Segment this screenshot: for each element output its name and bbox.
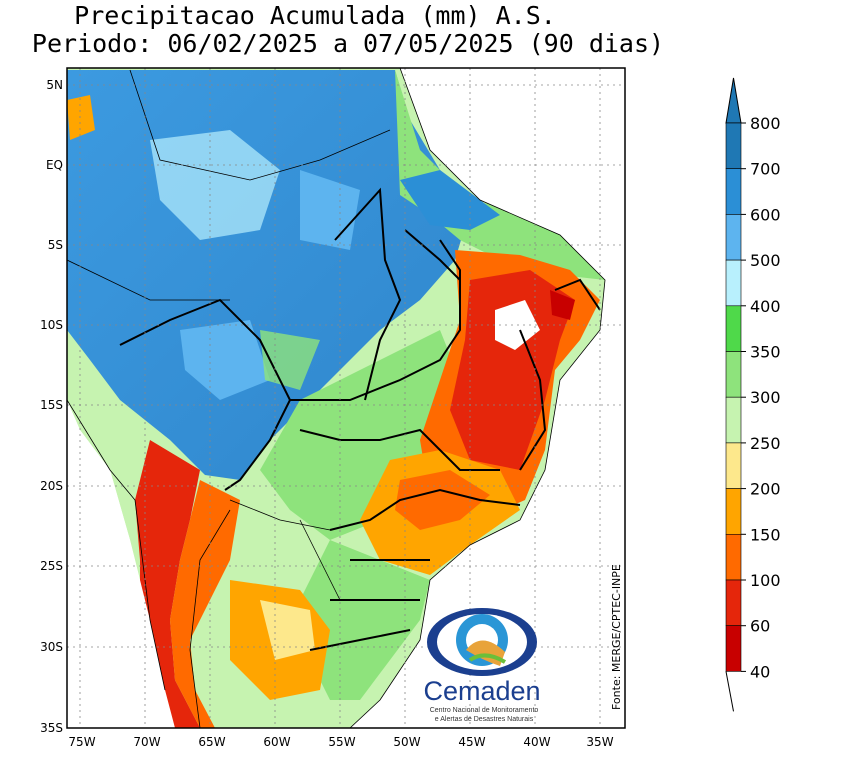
country-borders	[67, 68, 606, 728]
cemaden-logo: Cemaden Centro Nacional de Monitoramento…	[423, 608, 541, 723]
lon-label: 55W	[328, 735, 355, 749]
colorbar-swatch	[725, 533, 742, 581]
colorbar-label: 400	[750, 297, 781, 316]
lon-label: 50W	[393, 735, 420, 749]
logo-subtitle-2: e Alertas de Desastres Naturais	[435, 716, 534, 723]
colorbar-swatch	[725, 625, 742, 672]
colorbar-label: 600	[750, 205, 781, 224]
colorbar-swatch	[725, 305, 742, 352]
map-grid	[67, 68, 625, 728]
colorbar-swatch	[725, 168, 742, 215]
map-frame	[66, 67, 626, 729]
lat-label: 35S	[40, 721, 63, 735]
map-title: Precipitacao Acumulada (mm) A.S.	[74, 1, 556, 30]
colorbar-bottom-arrow	[725, 671, 734, 712]
lon-label: 70W	[133, 735, 160, 749]
colorbar: 800 700 600 500 400 350 300 250 200 150 100 60 40	[725, 77, 781, 712]
map-period: Periodo: 06/02/2025 a 07/05/2025 (90 dia…	[31, 29, 665, 58]
colorbar-swatch	[725, 488, 742, 535]
lat-label: 20S	[40, 479, 63, 493]
colorbar-label: 100	[750, 571, 781, 590]
lat-label: EQ	[46, 158, 63, 172]
colorbar-swatch	[725, 579, 742, 627]
colorbar-label: 700	[750, 160, 781, 179]
colorbar-swatch	[725, 259, 742, 307]
colorbar-top-arrow	[725, 77, 742, 124]
colorbar-label: 40	[750, 662, 770, 681]
lon-label: 65W	[198, 735, 225, 749]
colorbar-label: 200	[750, 480, 781, 499]
state-borders	[119, 187, 601, 651]
colorbar-label: 250	[750, 434, 781, 453]
colorbar-label: 350	[750, 343, 781, 362]
colorbar-label: 500	[750, 251, 781, 270]
logo-subtitle-1: Centro Nacional de Monitoramento	[430, 707, 539, 714]
colorbar-label: 300	[750, 388, 781, 407]
colorbar-label: 800	[750, 114, 781, 133]
lat-label: 10S	[40, 318, 63, 332]
logo-name: Cemaden	[423, 676, 540, 706]
lat-label: 5S	[48, 238, 63, 252]
latitude-labels: 5N EQ 5S 10S 15S 20S 25S 30S 35S	[40, 78, 63, 735]
colorbar-swatch	[725, 396, 742, 444]
lon-label: 75W	[68, 735, 95, 749]
lon-label: 35W	[586, 735, 613, 749]
colorbar-label: 60	[750, 617, 770, 636]
colorbar-swatch	[725, 351, 742, 398]
longitude-labels: 75W 70W 65W 60W 55W 50W 45W 40W 35W	[68, 735, 613, 749]
lat-label: 25S	[40, 559, 63, 573]
lat-label: 5N	[46, 78, 63, 92]
colorbar-label: 150	[750, 525, 781, 544]
lon-label: 40W	[523, 735, 550, 749]
colorbar-swatch	[725, 214, 742, 261]
source-label: Fonte: MERGE/CPTEC-INPE	[610, 564, 623, 710]
lat-label: 30S	[40, 640, 63, 654]
lat-label: 15S	[40, 398, 63, 412]
colorbar-swatch	[725, 442, 742, 489]
precipitation-field	[67, 68, 625, 728]
colorbar-swatch	[725, 122, 742, 170]
lon-label: 60W	[263, 735, 290, 749]
lon-label: 45W	[458, 735, 485, 749]
